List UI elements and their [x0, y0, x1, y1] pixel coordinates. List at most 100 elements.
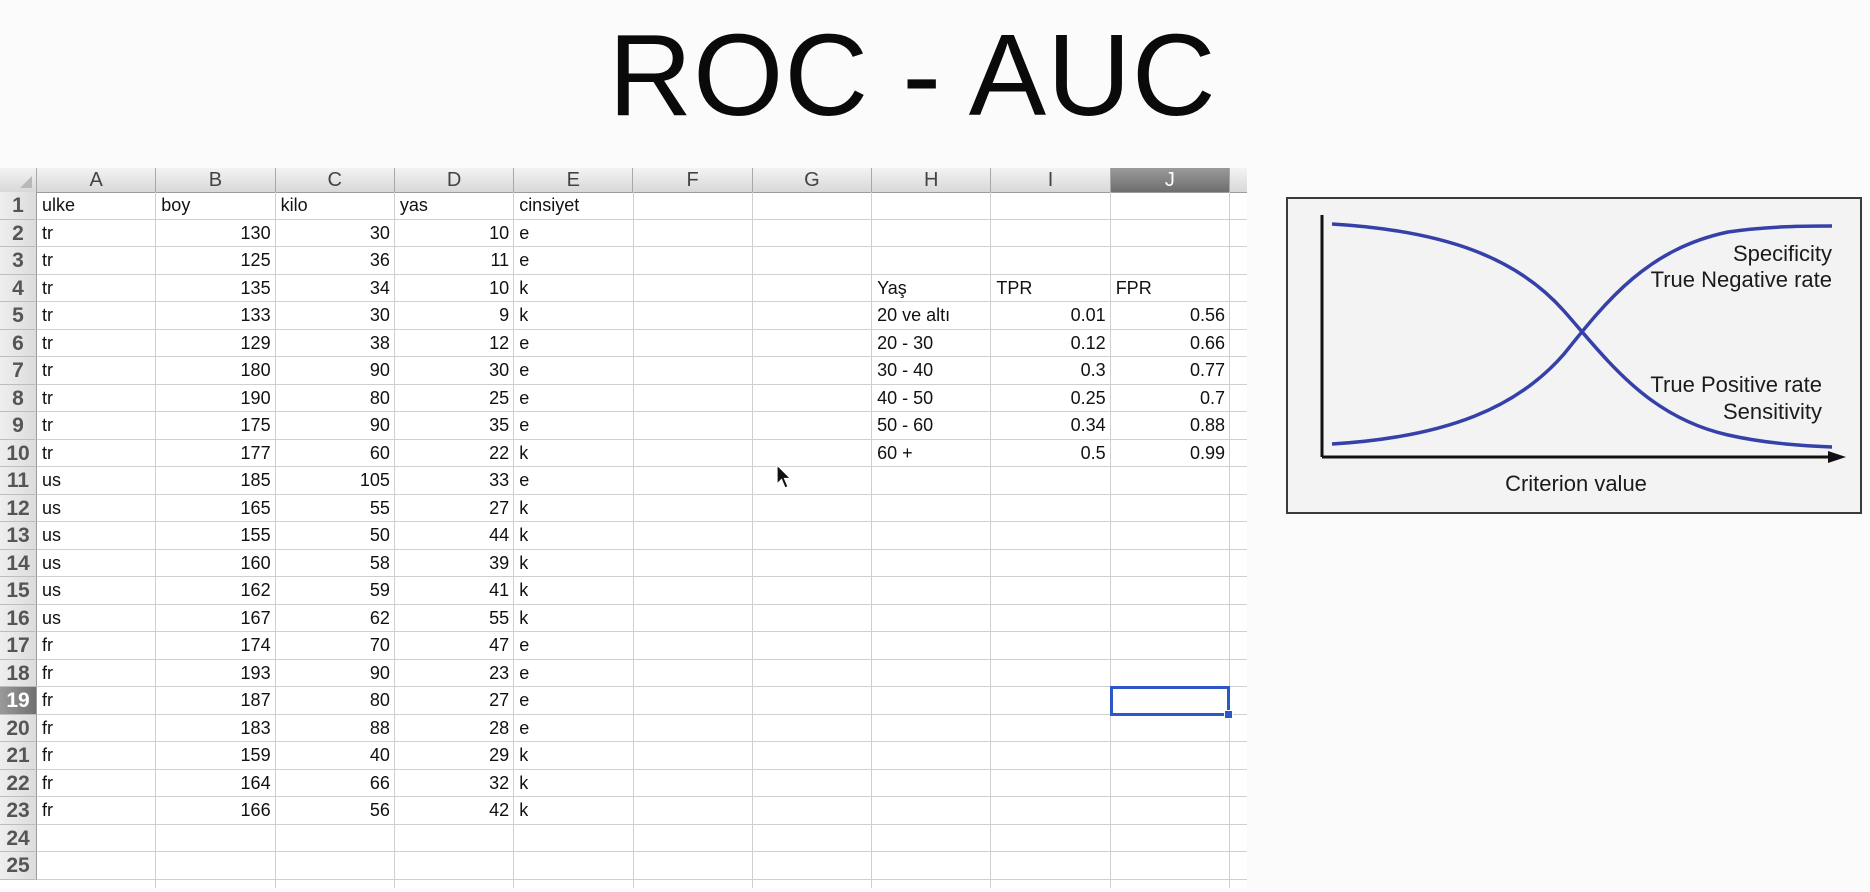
side-table-cell[interactable]: 20 ve altı	[877, 305, 951, 325]
table-cell[interactable]: 27	[489, 497, 510, 518]
table-cell[interactable]: fr	[42, 690, 53, 710]
table-cell[interactable]: 190	[240, 387, 271, 408]
table-cell[interactable]: 135	[240, 277, 271, 298]
column-header-a[interactable]: A	[37, 168, 157, 192]
table-cell[interactable]: 60	[369, 442, 390, 463]
table-cell[interactable]: 66	[369, 772, 390, 793]
table-cell[interactable]: 39	[489, 552, 510, 573]
table-cell[interactable]: e	[519, 415, 530, 435]
row-header-11[interactable]: 11	[0, 467, 37, 495]
side-table-cell[interactable]: 0.66	[1189, 332, 1225, 353]
table-cell[interactable]: tr	[42, 332, 53, 353]
table-cell[interactable]: 38	[369, 332, 390, 353]
table-cell[interactable]: 160	[240, 552, 271, 573]
row-header-21[interactable]: 21	[0, 742, 37, 770]
table-cell[interactable]: us	[42, 607, 62, 628]
side-table-cell[interactable]: 0.12	[1070, 332, 1106, 353]
table-cell[interactable]: 27	[489, 690, 510, 710]
side-table-cell[interactable]: 0.01	[1070, 305, 1106, 325]
table-cell[interactable]: fr	[42, 772, 53, 793]
table-cell[interactable]: 25	[489, 387, 510, 408]
table-cell[interactable]: 10	[489, 277, 510, 298]
table-cell[interactable]: 29	[489, 745, 510, 765]
table-cell[interactable]: 36	[369, 250, 390, 270]
table-cell[interactable]: fr	[42, 662, 53, 683]
select-all-corner[interactable]	[0, 168, 37, 192]
table-cell[interactable]: k	[519, 305, 529, 325]
table-cell[interactable]: 33	[489, 470, 510, 490]
table-cell[interactable]: 47	[489, 635, 510, 655]
table-cell[interactable]: 129	[240, 332, 271, 353]
column-header-c[interactable]: C	[276, 168, 395, 192]
side-table-cell[interactable]: 0.56	[1189, 305, 1225, 325]
table-cell[interactable]: 34	[369, 277, 390, 298]
selected-cell[interactable]	[1109, 686, 1234, 718]
row-header-4[interactable]: 4	[0, 274, 37, 302]
table-cell[interactable]: 58	[369, 552, 390, 573]
side-table-cell[interactable]: 0.5	[1080, 442, 1106, 463]
table-cell[interactable]: e	[519, 250, 530, 270]
table-cell[interactable]: tr	[42, 442, 53, 463]
row-header-14[interactable]: 14	[0, 549, 37, 577]
table-cell[interactable]: 174	[240, 635, 271, 655]
table-cell[interactable]: 30	[489, 360, 510, 380]
table-cell[interactable]: 30	[369, 305, 390, 325]
table-cell[interactable]: tr	[42, 305, 53, 325]
table-cell[interactable]: 88	[369, 717, 390, 738]
table-cell[interactable]: 125	[240, 250, 271, 270]
table-cell[interactable]: k	[519, 607, 529, 628]
table-cell[interactable]: 193	[240, 662, 271, 683]
side-table-header[interactable]: Yaş	[877, 277, 907, 298]
row-header-23[interactable]: 23	[0, 797, 37, 825]
table-cell[interactable]: 80	[369, 690, 390, 710]
table-cell[interactable]: e	[519, 222, 530, 243]
table-cell[interactable]: 165	[240, 497, 271, 518]
table-cell[interactable]: e	[519, 332, 530, 353]
side-table-cell[interactable]: 0.34	[1070, 415, 1106, 435]
table-cell[interactable]: 105	[359, 470, 390, 490]
table-cell[interactable]: 70	[369, 635, 390, 655]
side-table-cell[interactable]: 30 - 40	[877, 360, 934, 380]
table-cell[interactable]: 62	[369, 607, 390, 628]
table-cell[interactable]: 28	[489, 717, 510, 738]
table-cell[interactable]: 50	[369, 525, 390, 545]
table-cell[interactable]: 167	[240, 607, 271, 628]
column-header-e[interactable]: E	[514, 168, 634, 192]
row-header-7[interactable]: 7	[0, 357, 37, 385]
table-cell[interactable]: 175	[240, 415, 271, 435]
table-cell[interactable]: 55	[369, 497, 390, 518]
table-cell[interactable]: 162	[240, 580, 271, 600]
side-table-cell[interactable]: 0.3	[1080, 360, 1106, 380]
side-table-cell[interactable]: 40 - 50	[877, 387, 934, 408]
table-cell[interactable]: tr	[42, 360, 53, 380]
column-header-k[interactable]	[1230, 168, 1247, 192]
header-cell-a[interactable]: ulke	[42, 195, 76, 215]
table-cell[interactable]: 41	[489, 580, 510, 600]
table-cell[interactable]: 59	[369, 580, 390, 600]
column-header-b[interactable]: B	[156, 168, 276, 192]
row-header-8[interactable]: 8	[0, 384, 37, 412]
row-header-5[interactable]: 5	[0, 302, 37, 330]
row-header-15[interactable]: 15	[0, 577, 37, 605]
table-cell[interactable]: fr	[42, 800, 53, 820]
table-cell[interactable]: 12	[489, 332, 510, 353]
row-header-20[interactable]: 20	[0, 714, 37, 742]
row-header-19[interactable]: 19	[0, 687, 37, 715]
table-cell[interactable]: tr	[42, 415, 53, 435]
table-cell[interactable]: fr	[42, 745, 53, 765]
table-cell[interactable]: 155	[240, 525, 271, 545]
table-cell[interactable]: e	[519, 387, 530, 408]
side-table-cell[interactable]: 0.77	[1189, 360, 1225, 380]
row-header-13[interactable]: 13	[0, 522, 37, 550]
table-cell[interactable]: tr	[42, 387, 53, 408]
table-cell[interactable]: 10	[489, 222, 510, 243]
side-table-header[interactable]: TPR	[996, 277, 1033, 298]
row-header-18[interactable]: 18	[0, 659, 37, 687]
row-header-17[interactable]: 17	[0, 632, 37, 660]
table-cell[interactable]: 44	[489, 525, 510, 545]
column-header-g[interactable]: G	[753, 168, 873, 192]
table-cell[interactable]: 130	[240, 222, 271, 243]
row-header-1[interactable]: 1	[0, 192, 37, 220]
table-cell[interactable]: fr	[42, 717, 53, 738]
table-cell[interactable]: k	[519, 580, 529, 600]
